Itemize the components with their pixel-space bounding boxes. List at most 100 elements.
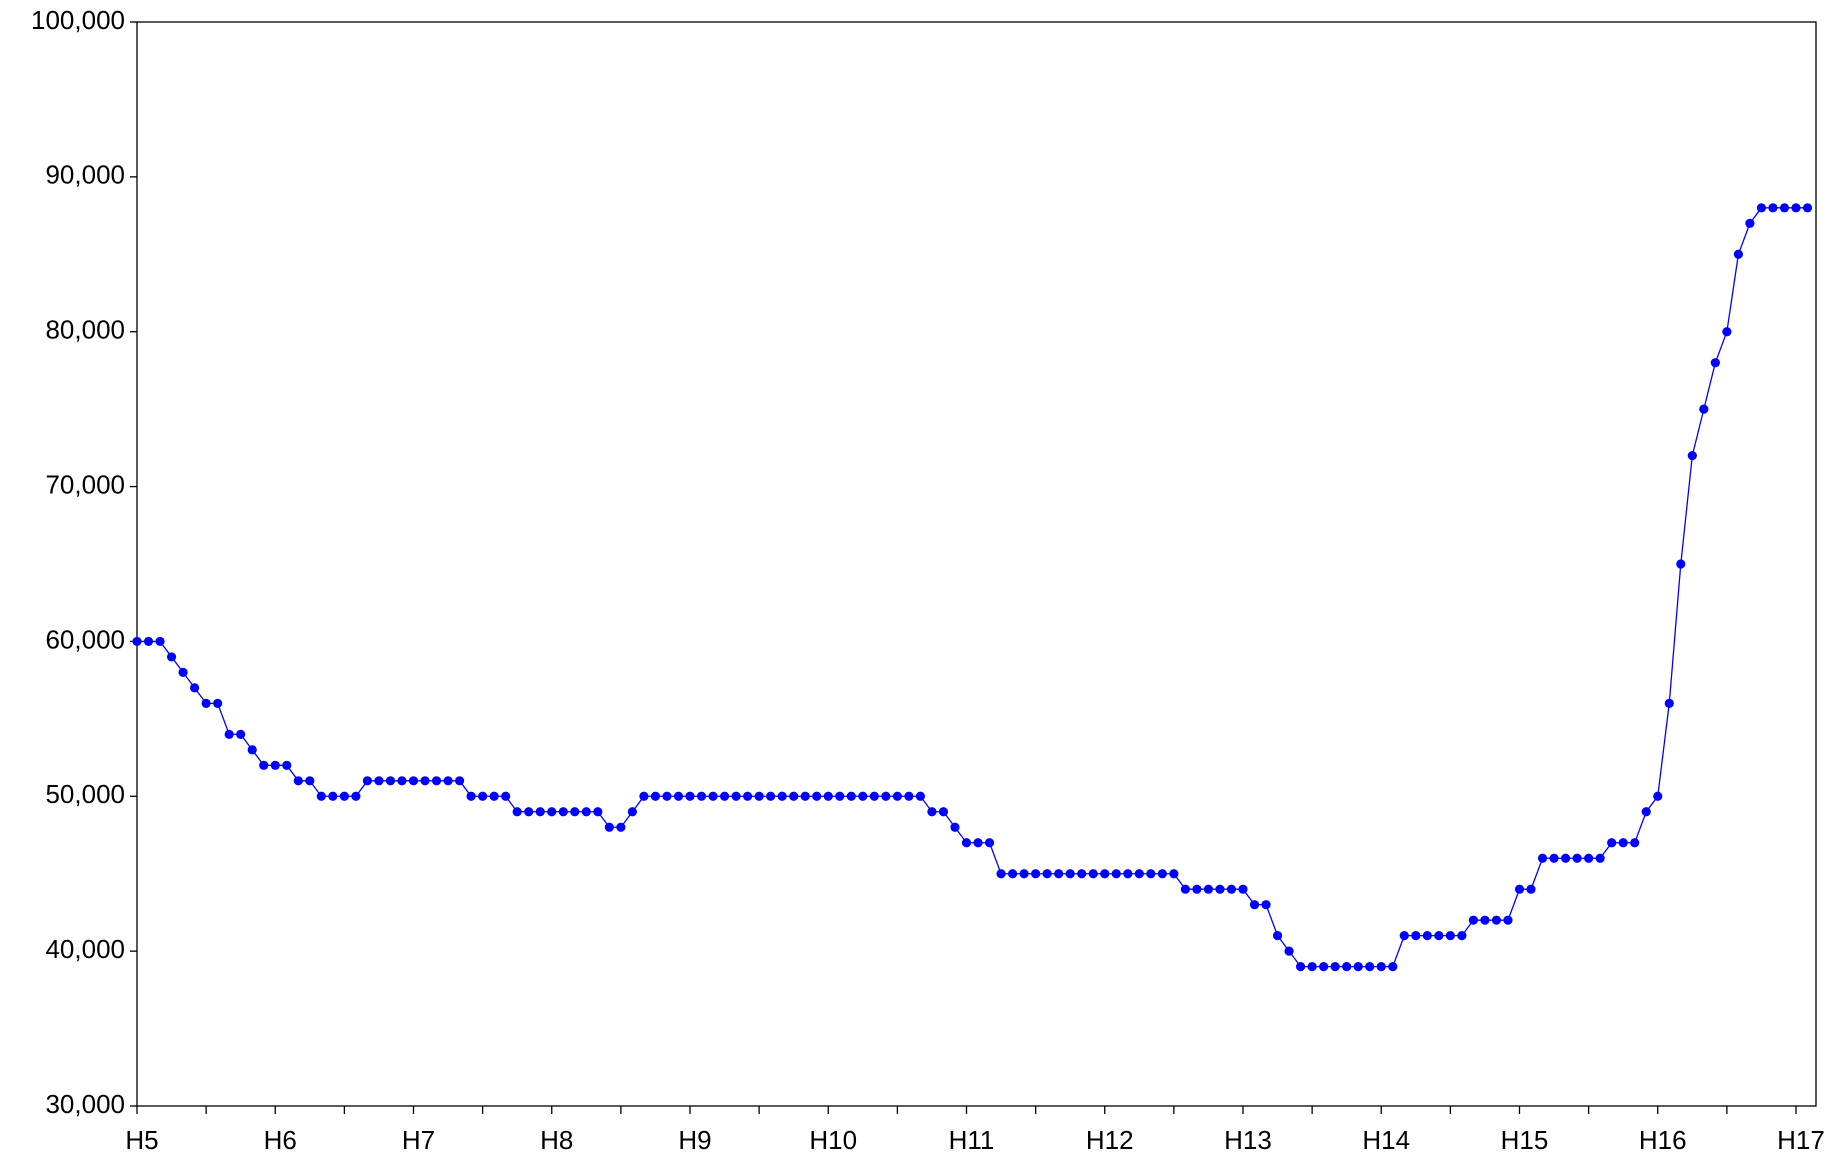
point <box>1630 838 1640 848</box>
point <box>1307 962 1317 972</box>
series-line <box>137 207 1808 968</box>
point <box>1687 451 1697 461</box>
y-tick-label: 100,000 <box>31 5 125 35</box>
point <box>466 791 476 801</box>
point <box>1376 962 1386 972</box>
point <box>731 791 741 801</box>
point <box>1791 203 1801 213</box>
point <box>881 791 891 801</box>
x-tick-label: H12 <box>1086 1125 1134 1155</box>
y-tick-label: 50,000 <box>45 779 125 809</box>
point <box>236 729 246 739</box>
point <box>155 636 165 647</box>
y-tick-label: 60,000 <box>45 624 125 654</box>
point <box>685 791 695 801</box>
point <box>132 636 142 647</box>
point <box>869 791 879 801</box>
point <box>650 791 661 801</box>
x-tick-label: H15 <box>1501 1125 1549 1155</box>
point <box>224 729 234 739</box>
x-tick-label: H16 <box>1639 1125 1687 1155</box>
y-tick-label: 90,000 <box>45 160 125 190</box>
point <box>961 838 972 848</box>
point <box>892 791 902 801</box>
point <box>1779 203 1790 213</box>
point <box>604 822 614 832</box>
point <box>708 791 718 801</box>
point <box>1745 218 1755 228</box>
point <box>1526 884 1536 894</box>
point <box>1319 962 1329 972</box>
point <box>1584 853 1594 863</box>
x-tick-label: H5 <box>125 1125 158 1155</box>
point <box>1480 915 1490 925</box>
point <box>570 807 580 817</box>
x-tick-label: H11 <box>949 1125 995 1155</box>
point <box>1203 884 1214 894</box>
point <box>535 807 545 817</box>
point <box>478 791 488 801</box>
point <box>259 760 269 770</box>
point <box>1768 203 1778 213</box>
point <box>1388 962 1398 972</box>
point <box>1238 884 1248 894</box>
point <box>616 822 626 832</box>
y-tick-label: 30,000 <box>45 1089 125 1119</box>
point <box>1330 962 1340 972</box>
point <box>397 776 407 786</box>
point <box>996 869 1006 879</box>
point <box>431 776 442 786</box>
point <box>1514 884 1525 894</box>
point <box>1215 884 1225 894</box>
point <box>915 791 926 801</box>
x-tick-label: H9 <box>678 1125 711 1155</box>
point <box>270 760 280 770</box>
point <box>846 791 856 801</box>
point <box>812 791 822 801</box>
y-tick-label: 80,000 <box>45 315 125 345</box>
point <box>1296 962 1306 972</box>
point <box>385 776 396 786</box>
point <box>719 791 730 801</box>
point <box>639 791 649 801</box>
x-tick-label: H13 <box>1224 1125 1272 1155</box>
x-tick-label: H14 <box>1362 1125 1410 1155</box>
point <box>696 791 707 801</box>
point <box>190 683 200 693</box>
point <box>1134 869 1144 879</box>
point <box>904 791 914 801</box>
point <box>1653 791 1663 801</box>
point <box>1261 900 1271 910</box>
point <box>1065 869 1075 879</box>
point <box>339 791 349 801</box>
point <box>1607 838 1617 848</box>
point <box>1180 884 1190 894</box>
point <box>1457 931 1467 941</box>
x-tick-label: H17 <box>1777 1125 1825 1155</box>
point <box>1676 559 1686 569</box>
point <box>950 822 960 832</box>
point <box>1468 915 1479 925</box>
x-tick-label: H8 <box>540 1125 573 1155</box>
point <box>984 838 995 848</box>
point <box>1549 853 1559 863</box>
point <box>1007 869 1018 879</box>
point <box>1031 869 1041 879</box>
point <box>362 776 373 786</box>
point <box>766 791 776 801</box>
point <box>374 776 384 786</box>
y-tick-label: 40,000 <box>45 934 125 964</box>
point <box>166 652 177 662</box>
point <box>1054 869 1064 879</box>
x-tick-label: H10 <box>809 1125 857 1155</box>
point <box>1077 869 1087 879</box>
point <box>1595 853 1605 863</box>
point <box>1503 915 1513 925</box>
point <box>501 791 511 801</box>
point <box>443 776 453 786</box>
point <box>1560 853 1571 863</box>
point <box>789 791 799 801</box>
point <box>938 807 949 817</box>
point <box>201 698 211 708</box>
